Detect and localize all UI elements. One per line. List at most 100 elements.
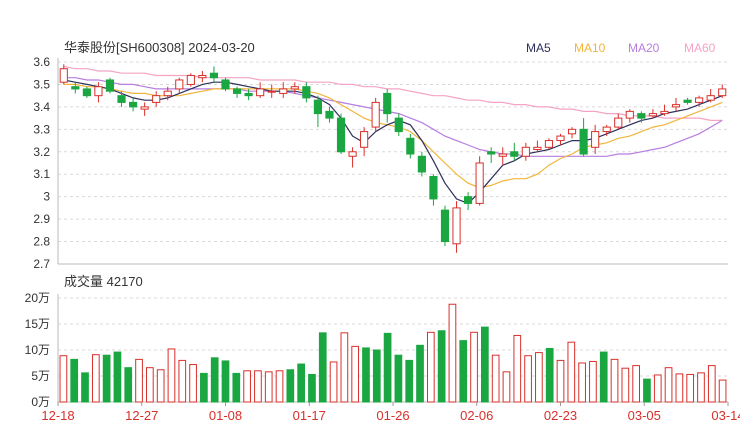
candle-up bbox=[567, 128, 577, 135]
candle-down bbox=[129, 101, 138, 108]
volume-bar-up bbox=[675, 373, 684, 403]
candle-down bbox=[336, 117, 346, 153]
ma10-line-group bbox=[63, 83, 723, 189]
candle-up bbox=[290, 86, 299, 90]
volume-bar-up bbox=[351, 345, 360, 403]
volume-bar-down bbox=[481, 326, 489, 403]
candle-up bbox=[279, 88, 288, 94]
candle-up bbox=[348, 151, 357, 157]
date-tick-label: 03-14 bbox=[711, 408, 740, 423]
volume-bar-up bbox=[686, 373, 695, 403]
volume-bar-down bbox=[545, 347, 554, 403]
volume-bar-down bbox=[437, 330, 446, 403]
volume-bar-up bbox=[610, 358, 619, 403]
candle-down bbox=[244, 92, 253, 97]
volume-bar-up bbox=[653, 374, 662, 403]
candle-down bbox=[417, 155, 426, 173]
volume-bar-down bbox=[599, 351, 608, 403]
volume-bar-up bbox=[275, 370, 284, 403]
volume-bar-down bbox=[102, 354, 111, 403]
candle-down bbox=[117, 95, 126, 103]
volume-bar-down bbox=[308, 373, 316, 403]
volume-label: 成交量 42170 bbox=[64, 274, 143, 289]
price-tick-label: 2.8 bbox=[33, 235, 50, 249]
volume-bar-up bbox=[189, 364, 197, 403]
price-tick-label: 3.6 bbox=[33, 55, 50, 69]
volume-bar-down bbox=[362, 347, 370, 403]
date-tick-label: 03-05 bbox=[628, 408, 661, 423]
chart-title: 华泰股份[SH600308] 2024-03-20 bbox=[64, 40, 255, 55]
volume-bar-up bbox=[524, 355, 532, 403]
price-tick-label: 3.3 bbox=[33, 122, 50, 136]
candle-up bbox=[94, 86, 103, 97]
volume-tick-label: 10万 bbox=[25, 343, 50, 357]
volume-bar-up bbox=[448, 303, 457, 403]
date-tick-label: 12-27 bbox=[125, 408, 158, 423]
candle-down bbox=[209, 72, 219, 79]
candle-down bbox=[221, 79, 230, 90]
price-tick-label: 3 bbox=[43, 190, 50, 204]
ma60-line-group bbox=[63, 65, 723, 121]
volume-bar-down bbox=[372, 349, 381, 403]
candle-up bbox=[152, 95, 161, 103]
candle-up bbox=[648, 113, 657, 117]
candle-up bbox=[706, 95, 715, 101]
ma-legend: MA5 MA10 MA20 MA60 bbox=[526, 41, 716, 55]
candle-down bbox=[637, 113, 646, 119]
volume-bar-up bbox=[578, 362, 586, 403]
volume-bar-down bbox=[286, 369, 295, 403]
price-tick-label: 3.1 bbox=[33, 167, 50, 181]
candle-up bbox=[533, 146, 542, 151]
candle-up bbox=[521, 146, 530, 157]
candle-down bbox=[440, 209, 450, 243]
volume-bar-up bbox=[664, 367, 673, 403]
volume-bar-up bbox=[59, 355, 68, 403]
candle-down bbox=[383, 92, 392, 115]
candle-down bbox=[302, 86, 311, 99]
volume-tick-label: 15万 bbox=[25, 317, 50, 331]
volume-bar-down bbox=[318, 332, 327, 403]
volume-bar-up bbox=[264, 371, 273, 403]
date-tick-label: 01-17 bbox=[293, 408, 326, 423]
candle-up bbox=[614, 117, 623, 128]
volume-bar-up bbox=[426, 331, 435, 403]
candle-down bbox=[325, 110, 334, 119]
ma5-line-group bbox=[63, 79, 723, 205]
ma20-line-group bbox=[63, 77, 723, 157]
volume-bar-up bbox=[254, 370, 262, 403]
volume-bar-up bbox=[567, 341, 576, 403]
legend-ma10: MA10 bbox=[574, 41, 606, 55]
volume-bar-down bbox=[405, 359, 414, 403]
volume-bar-up bbox=[589, 360, 597, 403]
ma60-line bbox=[63, 65, 723, 121]
candle-up bbox=[175, 79, 184, 90]
volume-bar-up bbox=[513, 334, 522, 403]
candlesticks bbox=[59, 64, 727, 253]
volume-bar-down bbox=[459, 340, 468, 403]
candle-up bbox=[256, 88, 265, 97]
volume-bar-up bbox=[146, 367, 154, 403]
volume-bar-up bbox=[135, 358, 143, 403]
volume-bar-down bbox=[81, 372, 89, 403]
candle-up bbox=[452, 207, 461, 245]
candle-up bbox=[671, 104, 681, 108]
volume-bar-down bbox=[297, 363, 305, 403]
candle-down bbox=[510, 151, 519, 157]
candle-up bbox=[140, 106, 149, 110]
candle-up bbox=[695, 97, 704, 103]
candle-down bbox=[487, 151, 496, 155]
candle-down bbox=[394, 117, 403, 133]
legend-ma5: MA5 bbox=[526, 41, 551, 55]
volume-bar-up bbox=[340, 332, 349, 403]
candle-up bbox=[718, 88, 727, 97]
candle-up bbox=[186, 74, 195, 85]
volume-bar-up bbox=[178, 359, 187, 403]
volume-tick-label: 0万 bbox=[31, 395, 50, 409]
candle-up bbox=[59, 68, 68, 83]
date-axis: 12-18 12-27 01-08 01-17 01-26 02-06 02-23 03-05… bbox=[41, 402, 740, 423]
candle-up bbox=[371, 101, 380, 128]
volume-bar-up bbox=[329, 361, 338, 403]
volume-bar-down bbox=[416, 344, 424, 403]
volume-bar-down bbox=[124, 367, 133, 403]
